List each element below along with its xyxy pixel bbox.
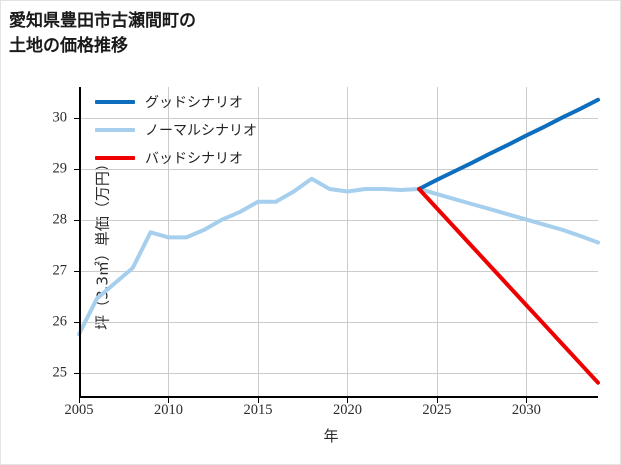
page-title: 愛知県豊田市古瀬間町の 土地の価格推移 (9, 11, 196, 56)
x-tick-mark (79, 398, 80, 403)
y-tick-label: 29 (52, 160, 68, 177)
plot-frame (79, 87, 598, 398)
x-tick-label: 2025 (422, 402, 452, 418)
series-line (417, 186, 600, 385)
x-tick-mark (347, 398, 349, 403)
gridline-horizontal (79, 372, 598, 374)
chart-legend: グッドシナリオ ノーマルシナリオ バッドシナリオ (95, 93, 257, 167)
gridline-vertical (526, 87, 528, 398)
legend-color-swatch (95, 99, 135, 105)
gridline-horizontal (79, 219, 598, 221)
x-tick-label: 2005 (64, 402, 94, 418)
y-tick-mark (74, 219, 79, 221)
legend-label: バッドシナリオ (145, 151, 243, 167)
x-tick-mark (436, 398, 438, 403)
x-tick-mark (168, 398, 170, 403)
legend-color-swatch (95, 127, 135, 133)
gridline-vertical (347, 87, 349, 398)
gridline-vertical (257, 87, 259, 398)
legend-item: バッドシナリオ (95, 149, 257, 167)
x-tick-mark (526, 398, 528, 403)
x-tick-label: 2020 (332, 402, 362, 418)
y-tick-label: 27 (52, 262, 68, 279)
y-tick-label: 30 (52, 109, 68, 126)
gridline-horizontal (79, 270, 598, 272)
series-lines (77, 97, 600, 385)
y-tick-mark (74, 372, 79, 374)
y-tick-mark (74, 168, 79, 170)
y-tick-label: 28 (52, 211, 68, 228)
y-tick-mark (74, 117, 79, 119)
series-line (77, 176, 600, 337)
gridline-horizontal (79, 117, 598, 119)
y-tick-label: 26 (52, 313, 68, 330)
x-tick-mark (257, 398, 259, 403)
legend-label: グッドシナリオ (145, 95, 243, 111)
plot-area: 25 26 27 28 29 30 2005 2010 2015 2020 2025 2030 グッ… (53, 87, 600, 418)
series-line (417, 97, 600, 191)
legend-item: グッドシナリオ (95, 93, 257, 111)
gridline-horizontal (79, 321, 598, 323)
y-tick-mark (74, 270, 79, 272)
gridline-vertical (168, 87, 170, 398)
x-tick-label: 2030 (511, 402, 541, 418)
x-tick-label: 2015 (243, 402, 273, 418)
gridline-horizontal (79, 168, 598, 170)
x-tick-label: 2010 (153, 402, 183, 418)
legend-color-swatch (95, 155, 135, 161)
gridline-vertical (436, 87, 438, 398)
y-tick-mark (74, 321, 79, 323)
legend-item: ノーマルシナリオ (95, 121, 257, 139)
legend-label: ノーマルシナリオ (145, 123, 257, 139)
y-tick-label: 25 (52, 364, 68, 380)
x-axis-title: 年 (323, 427, 339, 445)
